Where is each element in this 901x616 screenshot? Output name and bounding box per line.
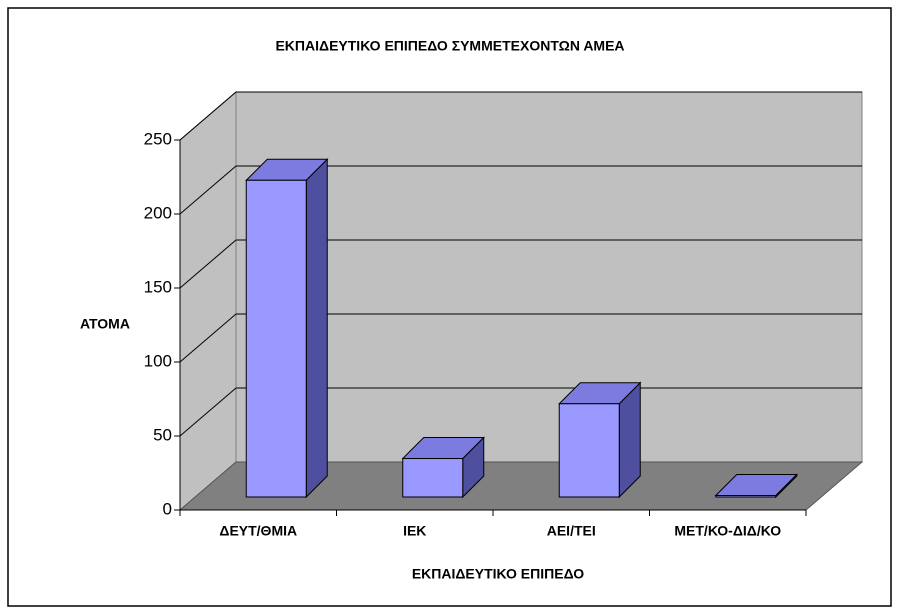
y-tick-label: 200: [144, 203, 172, 222]
bar: [715, 495, 777, 498]
x-tick-label: ΙΕΚ: [403, 523, 426, 539]
grid-line: [179, 313, 237, 363]
y-tick-label: 150: [144, 277, 172, 296]
y-tick-label: 250: [144, 129, 172, 148]
x-tick-label: ΜΕΤ/ΚΟ-ΔΙΔ/ΚΟ: [674, 523, 781, 539]
grid-line: [179, 165, 237, 215]
grid-line: [179, 387, 237, 437]
grid-line: [179, 91, 237, 141]
chart-title: ΕΚΠΑΙΔΕΥΤΙΚΟ ΕΠΙΠΕΔΟ ΣΥΜΜΕΤΕΧΟΝΤΩΝ ΑΜΕΑ: [275, 38, 624, 54]
grid-line: [179, 239, 237, 289]
grid: [179, 91, 862, 437]
bar: [245, 179, 307, 498]
back-wall: [235, 91, 863, 463]
x-tick-label: ΑΕΙ/ΤΕΙ: [547, 523, 596, 539]
bar-side: [305, 158, 328, 499]
x-axis-label: ΕΚΠΑΙΔΕΥΤΙΚΟ ΕΠΙΠΕΔΟ: [412, 566, 584, 582]
side-wall: [179, 90, 237, 512]
y-tick-label: 100: [144, 351, 172, 370]
y-tick-label: 0: [163, 499, 172, 518]
x-tick-label: ΔΕΥΤ/ΘΜΙΑ: [219, 523, 297, 539]
bar: [558, 403, 620, 498]
bar: [402, 458, 464, 498]
y-axis-label: ΑΤΟΜΑ: [80, 316, 130, 332]
y-tick-label: 50: [153, 425, 172, 444]
